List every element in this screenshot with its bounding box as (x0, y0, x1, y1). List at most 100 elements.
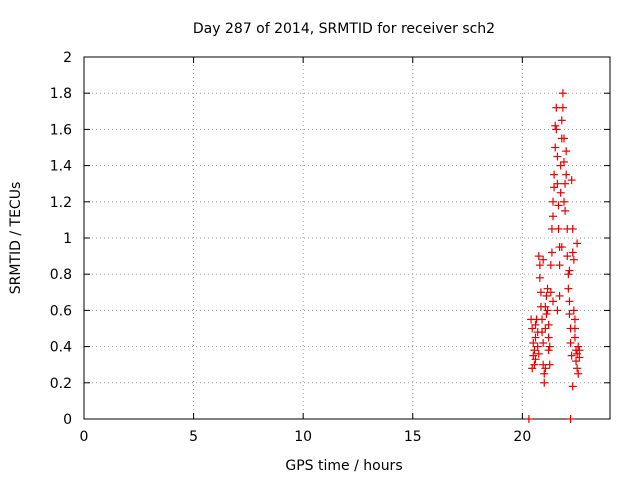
data-point (566, 415, 575, 423)
x-axis-label: GPS time / hours (285, 458, 402, 474)
data-points (524, 89, 584, 423)
y-tick-label: 1.2 (50, 195, 72, 211)
data-point (539, 338, 548, 347)
data-point (534, 252, 543, 261)
data-point (531, 320, 540, 329)
data-point (538, 328, 547, 337)
data-point (568, 224, 577, 233)
x-tick-label: 10 (294, 429, 312, 445)
data-point (542, 310, 551, 319)
data-point (555, 261, 564, 270)
data-point (529, 351, 538, 360)
data-point (573, 349, 582, 358)
chart-title: Day 287 of 2014, SRMTID for receiver sch… (193, 21, 495, 37)
data-point (565, 310, 574, 319)
data-point (568, 382, 577, 391)
data-point (561, 206, 570, 215)
data-point (546, 261, 555, 270)
y-tick-label: 1 (63, 231, 72, 247)
data-point (563, 252, 572, 261)
data-point (535, 273, 544, 282)
data-point (544, 320, 553, 329)
data-point (540, 369, 549, 378)
data-point (546, 288, 555, 297)
y-tick-label: 1.6 (50, 122, 72, 138)
data-point (549, 212, 558, 221)
data-point (573, 364, 582, 373)
data-point (541, 302, 550, 311)
data-point (565, 266, 574, 275)
data-point (567, 351, 576, 360)
data-point (570, 315, 579, 324)
data-point (534, 349, 543, 358)
data-point (575, 353, 584, 362)
y-tick-label: 1.4 (50, 159, 72, 175)
grid-lines (84, 57, 610, 419)
data-point (536, 288, 545, 297)
data-point (545, 342, 554, 351)
data-point (559, 197, 568, 206)
y-axis-label: SRMTID / TECUs (8, 182, 24, 295)
data-point (550, 183, 559, 192)
data-point (554, 224, 563, 233)
data-point (545, 360, 554, 369)
data-point (555, 291, 564, 300)
y-tick-label: 0 (63, 412, 72, 428)
data-point (530, 346, 539, 355)
data-point (569, 255, 578, 264)
data-point (551, 121, 560, 130)
data-point (533, 342, 542, 351)
data-point (573, 239, 582, 248)
plot-frame (83, 56, 611, 420)
data-point (528, 364, 537, 373)
data-point (535, 261, 544, 270)
data-point (572, 357, 581, 366)
data-point (561, 179, 570, 188)
data-point (529, 338, 538, 347)
x-tick-label: 5 (189, 429, 198, 445)
data-point (539, 255, 548, 264)
data-point (554, 201, 563, 210)
data-point (559, 134, 568, 143)
data-point (543, 306, 552, 315)
data-point (556, 188, 565, 197)
y-tick-label: 0.8 (50, 267, 72, 283)
data-point (553, 152, 562, 161)
y-tick-label: 0.2 (50, 376, 72, 392)
data-point (567, 176, 576, 185)
x-tick-label: 20 (513, 429, 531, 445)
data-point (538, 315, 547, 324)
data-point (547, 248, 556, 257)
data-point (531, 333, 540, 342)
data-point (553, 179, 562, 188)
data-point (574, 369, 583, 378)
data-point (558, 89, 567, 98)
y-tick-label: 0.6 (50, 303, 72, 319)
x-tick-label: 15 (404, 429, 422, 445)
data-point (544, 333, 553, 342)
data-point (543, 284, 552, 293)
data-point (531, 355, 540, 364)
data-point (559, 157, 568, 166)
data-point (524, 415, 533, 423)
data-point (544, 346, 553, 355)
data-point (557, 243, 566, 252)
data-point (574, 342, 583, 351)
y-tick-label: 2 (63, 50, 72, 66)
x-tick-label: 0 (80, 429, 89, 445)
data-point (556, 161, 565, 170)
data-point (542, 291, 551, 300)
x-tick-labels: 0 5 10 15 20 (80, 429, 532, 445)
data-point (551, 143, 560, 152)
data-point (562, 147, 571, 156)
data-point (552, 125, 561, 134)
y-tick-label: 0.4 (50, 340, 72, 356)
data-point (549, 297, 558, 306)
y-tick-labels: 0 0.2 0.4 0.6 0.8 1 1.2 1.4 1.6 1.8 2 (50, 50, 72, 428)
data-point (541, 324, 550, 333)
data-point (564, 270, 573, 279)
data-point (570, 333, 579, 342)
data-point (564, 284, 573, 293)
data-point (568, 248, 577, 257)
